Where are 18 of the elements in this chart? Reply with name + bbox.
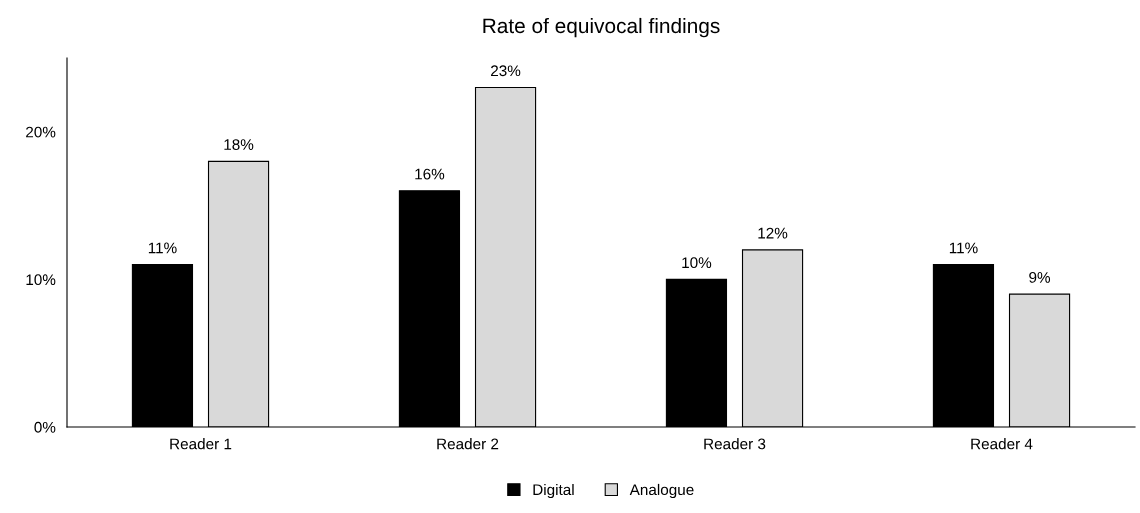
x-tick-label: Reader 4 [971, 438, 1033, 450]
data-label: 9% [1029, 271, 1051, 283]
data-label: 18% [224, 139, 254, 150]
data-label: 11% [148, 242, 177, 254]
x-tick-label: Reader 1 [170, 438, 232, 450]
data-label: 10% [682, 257, 712, 269]
x-tick-label: Reader 2 [437, 438, 499, 450]
data-label: 11% [949, 242, 978, 254]
y-tick-label: 20% [26, 126, 56, 138]
data-label: 12% [758, 227, 788, 239]
y-tick-label: 10% [26, 274, 56, 286]
chart-title: Rate of equivocal findings [483, 17, 720, 38]
y-tick-label: 0% [34, 421, 56, 433]
legend-label: Digital [533, 483, 574, 499]
data-label: 16% [415, 168, 445, 180]
legend-label: Analogue [629, 483, 694, 499]
x-tick-label: Reader 3 [704, 438, 766, 450]
data-label: 23% [491, 65, 521, 77]
